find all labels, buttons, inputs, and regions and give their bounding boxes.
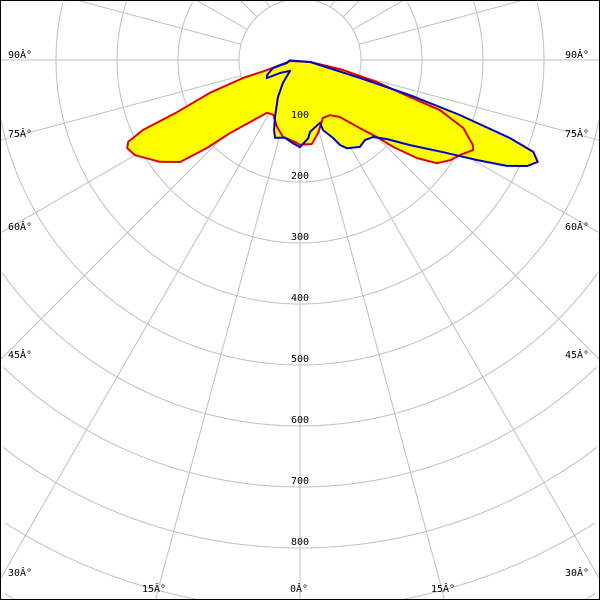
radial-tick-label: 200 xyxy=(291,171,309,182)
grid-radial-345 xyxy=(155,118,285,599)
grid-radial-15 xyxy=(315,118,445,599)
series-1-line xyxy=(126,60,475,165)
angle-label-left-90: 90Â° xyxy=(8,48,32,61)
grid-radial-150 xyxy=(330,1,335,8)
grid-radial-255 xyxy=(79,1,242,45)
radial-tick-label: 500 xyxy=(291,354,309,365)
angle-label-bottom-15-left: 15Â° xyxy=(142,582,166,595)
angle-label-left-45: 45Â° xyxy=(8,348,32,361)
angle-label-right-30: 30Â° xyxy=(565,566,589,579)
grid-radial-30 xyxy=(330,112,599,579)
grid-radial-45 xyxy=(342,102,599,360)
grid-circle-600 xyxy=(1,272,599,427)
radial-tick-label: 100 xyxy=(291,110,309,121)
angle-label-right-60: 60Â° xyxy=(565,220,589,233)
radial-tick-label: 800 xyxy=(291,537,309,548)
grid-radial-120 xyxy=(352,1,403,30)
grid-radial-135 xyxy=(342,1,360,18)
grid-circle-700 xyxy=(3,366,597,488)
series-lines xyxy=(126,59,539,167)
angle-label-left-75: 75Â° xyxy=(8,127,32,140)
grid-radial-210 xyxy=(265,1,270,8)
radial-tick-label: 300 xyxy=(291,232,309,243)
angle-label-right-75: 75Â° xyxy=(565,127,589,140)
grid-circle-1000 xyxy=(4,593,596,599)
grid-circle-500 xyxy=(1,120,599,366)
radial-tick-label: 600 xyxy=(291,415,309,426)
angle-label-right-90: 90Â° xyxy=(565,48,589,61)
grid-radial-225 xyxy=(240,1,258,18)
angle-label-left-60: 60Â° xyxy=(8,220,32,233)
grid-radial-285 xyxy=(1,75,242,141)
grid-circle-400 xyxy=(55,2,545,305)
grid-circle-800 xyxy=(2,446,598,549)
angle-label-left-30: 30Â° xyxy=(8,566,32,579)
angle-label-right-45: 45Â° xyxy=(565,348,589,361)
angle-label-bottom-0: 0Â° xyxy=(290,582,308,595)
series-2-line xyxy=(265,59,539,167)
grid-radial-75 xyxy=(358,75,599,141)
angle-label-bottom-15-right: 15Â° xyxy=(431,582,455,595)
grid-radial-315 xyxy=(1,102,258,360)
series-fills xyxy=(127,60,538,166)
grid-circle-900 xyxy=(4,522,596,599)
grid-radial-330 xyxy=(1,112,270,579)
grid-radial-240 xyxy=(197,1,248,30)
grid-circle-300 xyxy=(116,1,484,244)
radial-tick-label: 400 xyxy=(291,293,309,304)
radial-tick-label: 700 xyxy=(291,476,309,487)
labels: 90Â° 75Â° 60Â° 45Â° 30Â° 90Â° 75Â° 60Â° … xyxy=(8,48,589,595)
grid-radial-105 xyxy=(358,1,521,45)
